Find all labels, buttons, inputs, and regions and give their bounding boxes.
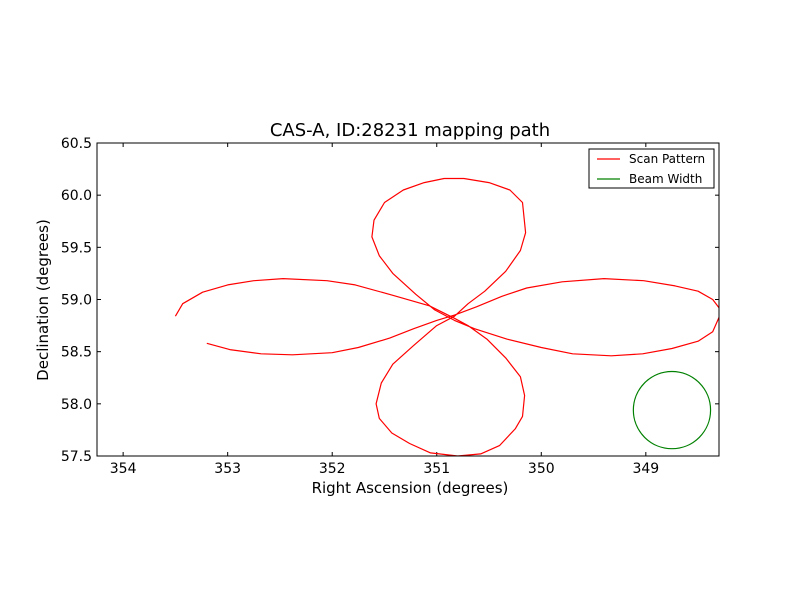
series-layer xyxy=(174,177,719,456)
x-tick-label: 350 xyxy=(528,461,555,477)
x-tick-label: 349 xyxy=(632,461,659,477)
y-tick-label: 60.0 xyxy=(61,188,92,204)
legend-box xyxy=(588,148,715,189)
legend: Scan Pattern Beam Width xyxy=(588,148,715,189)
y-tick-label: 60.5 xyxy=(61,136,92,152)
y-tick-label: 58.5 xyxy=(61,345,92,361)
legend-label-scan-pattern: Scan Pattern xyxy=(629,152,705,166)
y-tick-label: 58.0 xyxy=(61,397,92,413)
x-axis-label: Right Ascension (degrees) xyxy=(312,479,509,497)
y-tick-label: 59.5 xyxy=(61,240,92,256)
x-tick-label: 353 xyxy=(214,461,241,477)
legend-label-beam-width: Beam Width xyxy=(629,172,702,186)
y-axis-label: Declination (degrees) xyxy=(34,219,52,381)
x-tick-label: 354 xyxy=(110,461,137,477)
y-tick-label: 59.0 xyxy=(61,293,92,309)
scan-pattern-line xyxy=(174,177,719,456)
beam-width-circle xyxy=(632,370,712,450)
x-tick-label: 352 xyxy=(319,461,346,477)
y-tick-label: 57.5 xyxy=(61,449,92,465)
x-tick-label: 351 xyxy=(423,461,450,477)
chart-title: CAS-A, ID:28231 mapping path xyxy=(270,120,550,141)
plot-frame xyxy=(96,142,720,457)
axis-ticks: 354 353 352 351 350 349 57.5 58.0 58.5 59.0 59.5 60… xyxy=(61,136,719,477)
